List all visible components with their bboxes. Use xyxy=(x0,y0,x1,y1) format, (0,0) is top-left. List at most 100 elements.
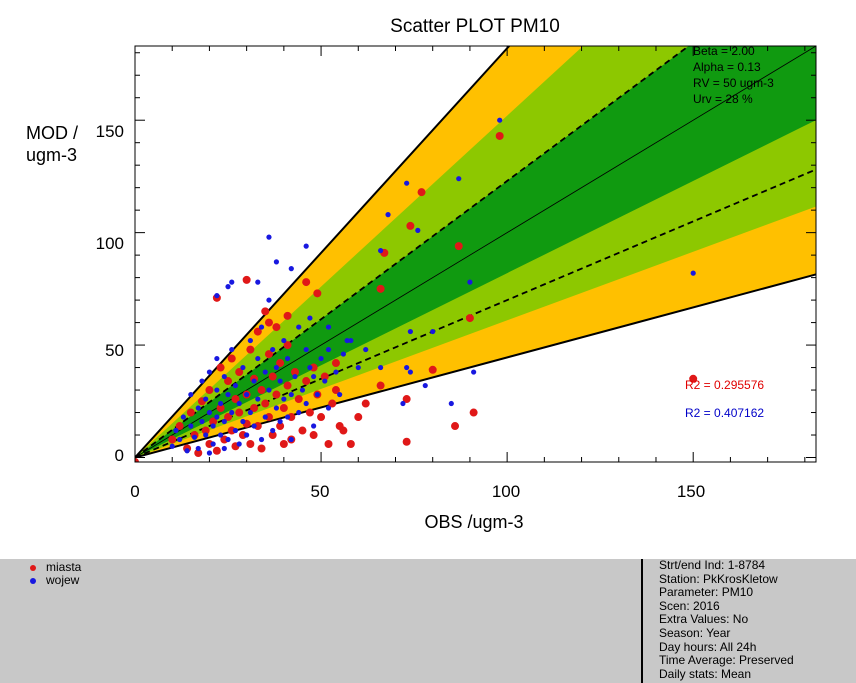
point-miasta-47 xyxy=(283,341,292,350)
x-tick-label-50: 50 xyxy=(311,482,330,501)
x-tick-label-100: 100 xyxy=(492,482,520,501)
point-miasta-16 xyxy=(224,413,233,422)
point-miasta-55 xyxy=(302,377,311,386)
point-wojew-13 xyxy=(203,396,209,402)
y-tick-label-150: 150 xyxy=(96,122,124,141)
point-miasta-34 xyxy=(257,444,266,453)
point-wojew-59 xyxy=(284,414,291,420)
ticks-layer xyxy=(134,46,816,462)
point-miasta-82 xyxy=(451,422,460,431)
point-wojew-58 xyxy=(281,337,287,344)
point-miasta-18 xyxy=(227,426,236,435)
point-wojew-66 xyxy=(299,387,306,393)
point-wojew-37 xyxy=(244,391,250,398)
point-wojew-40 xyxy=(247,409,253,416)
point-wojew-107 xyxy=(690,270,696,276)
y-tick-label-100: 100 xyxy=(96,234,124,253)
point-wojew-83 xyxy=(225,284,231,290)
point-wojew-73 xyxy=(318,355,324,362)
lower-dashed-line xyxy=(135,168,816,459)
point-wojew-96 xyxy=(404,180,410,186)
point-wojew-101 xyxy=(430,328,436,335)
points-layer xyxy=(135,117,698,462)
point-miasta-24 xyxy=(238,431,247,440)
point-miasta-19 xyxy=(227,354,236,363)
point-wojew-49 xyxy=(266,387,272,393)
info-line-day-hours: Day hours: All 24h xyxy=(659,639,757,654)
point-wojew-99 xyxy=(415,227,421,233)
point-wojew-41 xyxy=(251,378,257,384)
point-miasta-58 xyxy=(309,363,318,372)
point-wojew-97 xyxy=(407,328,413,335)
point-wojew-80 xyxy=(348,337,354,344)
info-line-extra-values: Extra Values: No xyxy=(659,612,749,627)
point-miasta-46 xyxy=(279,440,288,449)
point-miasta-53 xyxy=(298,426,307,435)
legend-label-miasta: miasta xyxy=(46,560,82,574)
point-miasta-62 xyxy=(320,372,329,381)
point-wojew-52 xyxy=(270,346,276,353)
point-wojew-36 xyxy=(240,364,246,371)
point-miasta-28 xyxy=(246,440,255,449)
point-miasta-49 xyxy=(287,413,296,422)
point-miasta-13 xyxy=(216,404,225,413)
point-wojew-2 xyxy=(177,436,183,443)
info-line-season: Season: Year xyxy=(659,625,731,640)
info-line-time-average: Time Average: Preserved xyxy=(659,653,794,668)
point-wojew-11 xyxy=(199,378,205,384)
point-wojew-39 xyxy=(247,337,253,344)
point-wojew-6 xyxy=(188,391,194,398)
point-miasta-21 xyxy=(231,395,240,404)
point-miasta-44 xyxy=(276,359,285,368)
point-wojew-43 xyxy=(255,355,261,362)
point-miasta-8 xyxy=(201,426,210,435)
point-wojew-87 xyxy=(273,259,280,265)
point-wojew-30 xyxy=(229,346,235,353)
footer-panel: miasta wojew Strt/end Ind: 1-8784 Statio… xyxy=(0,558,856,683)
point-wojew-16 xyxy=(206,369,213,375)
point-wojew-109 xyxy=(404,364,410,371)
point-wojew-38 xyxy=(244,432,250,438)
point-miasta-32 xyxy=(253,327,262,336)
point-wojew-105 xyxy=(471,369,477,375)
point-miasta-87 xyxy=(689,374,698,383)
series-wojew xyxy=(169,117,696,456)
point-wojew-25 xyxy=(221,418,227,425)
point-miasta-37 xyxy=(264,413,273,422)
point-miasta-57 xyxy=(309,431,318,440)
point-miasta-76 xyxy=(376,381,385,390)
point-miasta-35 xyxy=(261,307,270,316)
legend-dot-wojew xyxy=(30,577,36,584)
legend-item-wojew: wojew xyxy=(30,574,81,587)
point-miasta-51 xyxy=(291,368,300,377)
point-miasta-54 xyxy=(302,278,311,287)
point-wojew-88 xyxy=(288,266,294,272)
point-wojew-12 xyxy=(203,432,209,438)
point-wojew-85 xyxy=(255,279,261,285)
point-miasta-69 xyxy=(354,413,363,422)
point-miasta-61 xyxy=(317,413,326,422)
upper-dashed-line xyxy=(135,46,691,459)
point-wojew-3 xyxy=(180,414,186,420)
scatter-plot: Scatter PLOT PM10 0 50 100 150 0 50 100 … xyxy=(26,16,817,532)
point-wojew-76 xyxy=(325,346,332,353)
point-wojew-29 xyxy=(229,409,235,416)
point-miasta-77 xyxy=(402,395,411,404)
point-wojew-108 xyxy=(400,400,406,407)
point-wojew-110 xyxy=(378,364,384,371)
point-wojew-55 xyxy=(277,418,283,425)
point-wojew-94 xyxy=(378,248,384,254)
point-wojew-100 xyxy=(422,382,428,389)
point-wojew-26 xyxy=(221,373,227,380)
point-wojew-32 xyxy=(232,382,239,389)
point-wojew-62 xyxy=(288,436,294,443)
point-wojew-51 xyxy=(270,427,276,434)
point-wojew-14 xyxy=(206,450,213,456)
point-miasta-63 xyxy=(324,440,333,449)
point-miasta-11 xyxy=(209,417,218,426)
point-wojew-67 xyxy=(303,400,309,407)
point-miasta-80 xyxy=(417,188,426,197)
point-miasta-83 xyxy=(454,242,463,251)
point-wojew-4 xyxy=(184,448,190,454)
point-wojew-19 xyxy=(214,387,220,393)
